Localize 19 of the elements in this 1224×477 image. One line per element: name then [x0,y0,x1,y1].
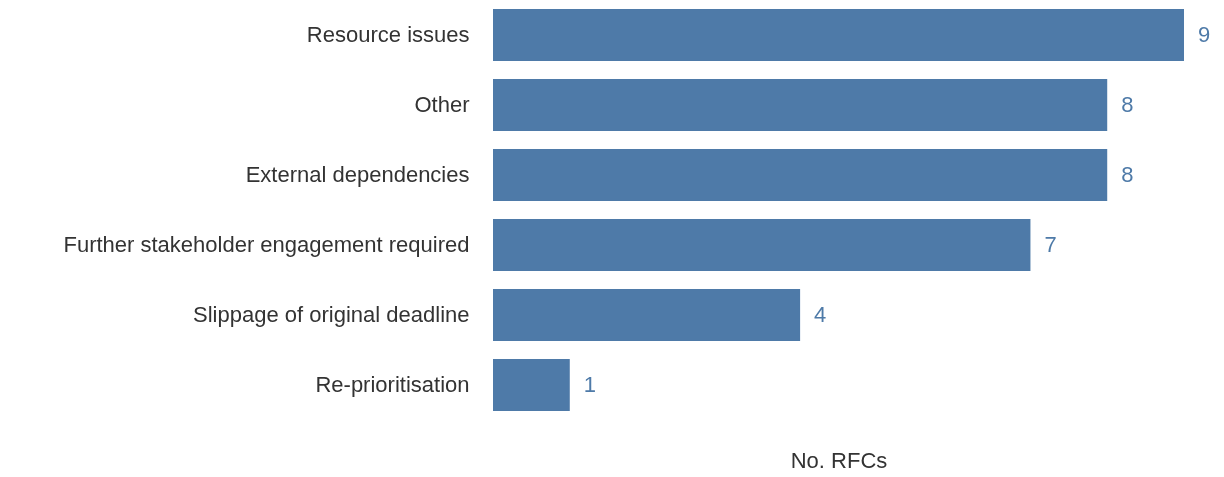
bar [493,289,801,341]
data-label: 1 [583,372,597,397]
x-axis-title: No. RFCs [790,447,888,473]
data-label: 9 [1198,22,1211,47]
y-tick-label: External dependencies [245,162,470,187]
bar [493,219,1031,271]
y-tick-label: Further stakeholder engagement required [63,232,470,257]
bar [493,149,1108,201]
data-label: 8 [1121,92,1134,117]
bar [493,9,1184,61]
data-label: 7 [1044,232,1057,257]
y-tick-label: Other [414,92,470,117]
y-tick-label: Slippage of original deadline [193,302,470,327]
y-tick-label: Re-prioritisation [315,372,470,397]
y-tick-label: Resource issues [306,22,470,47]
data-label: 4 [814,302,827,327]
bar [493,359,570,411]
bar [493,79,1108,131]
data-label: 8 [1121,162,1134,187]
